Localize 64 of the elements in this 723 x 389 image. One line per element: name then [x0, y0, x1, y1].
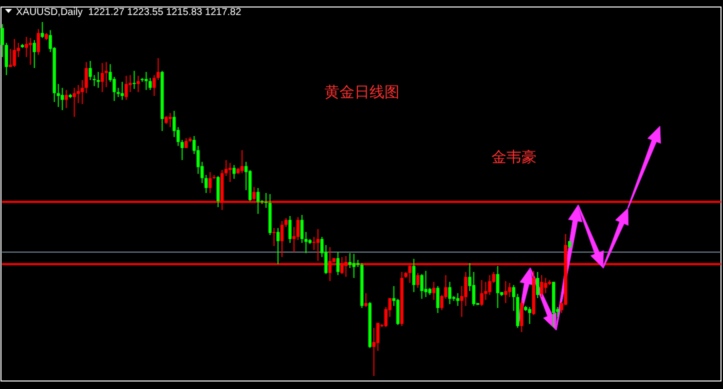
candlestick	[364, 292, 368, 308]
candlestick	[472, 271, 476, 306]
candlestick	[240, 150, 244, 174]
candlestick	[424, 270, 428, 298]
candlestick	[416, 272, 420, 288]
candlestick	[544, 277, 548, 294]
candlestick	[232, 164, 236, 180]
candlestick	[208, 172, 212, 194]
candlestick	[96, 71, 100, 88]
candlestick	[536, 271, 540, 299]
candlestick	[60, 87, 64, 111]
candlestick	[280, 220, 284, 258]
candlestick	[124, 75, 128, 100]
candlestick	[376, 322, 380, 352]
candlestick	[508, 282, 512, 298]
candlestick	[204, 174, 208, 194]
candlestick	[32, 40, 36, 69]
candlestick	[480, 280, 484, 306]
candlestick	[0, 24, 4, 58]
candlestick	[372, 327, 376, 376]
candlestick	[288, 215, 292, 244]
candlestick	[180, 139, 184, 161]
candlestick	[496, 265, 500, 309]
candlestick	[348, 252, 352, 269]
candlestick	[412, 258, 416, 293]
candlestick	[420, 274, 424, 300]
candlestick	[132, 70, 136, 90]
candlestick	[520, 299, 524, 333]
candlestick	[540, 274, 544, 298]
candlestick	[104, 62, 108, 88]
candlestick	[136, 75, 140, 93]
candlestick	[100, 62, 104, 93]
candlestick	[24, 36, 28, 58]
candlestick	[276, 228, 280, 265]
candlestick	[256, 188, 260, 214]
candlestick	[528, 306, 532, 324]
candlestick	[488, 274, 492, 296]
candlestick	[352, 253, 356, 278]
annotation: 金韦豪	[492, 148, 536, 166]
candlestick	[336, 252, 340, 276]
candlestick	[436, 286, 440, 314]
candlestick	[432, 281, 436, 300]
candlestick	[300, 214, 304, 244]
candlestick	[304, 231, 308, 254]
candlestick	[36, 28, 40, 56]
candlestick	[88, 60, 92, 81]
candlestick	[148, 77, 152, 90]
candlestick	[40, 22, 44, 38]
candlestick	[456, 292, 460, 306]
candlestick	[12, 38, 16, 68]
candlestick	[168, 112, 172, 128]
candlestick	[64, 89, 68, 109]
candlestick	[72, 87, 76, 118]
candlestick	[316, 228, 320, 262]
candlestick	[504, 280, 508, 304]
candlestick	[112, 76, 116, 102]
candlestick	[128, 74, 132, 93]
candlestick	[296, 216, 300, 241]
annotation: 黄金日线图	[324, 83, 400, 101]
candlestick	[4, 42, 8, 76]
candlestick	[120, 81, 124, 100]
candlestick	[448, 281, 452, 305]
candlestick	[144, 71, 148, 90]
chart-title: XAUUSD,Daily 1221.27 1223.55 1215.83 1217.82	[16, 7, 242, 18]
